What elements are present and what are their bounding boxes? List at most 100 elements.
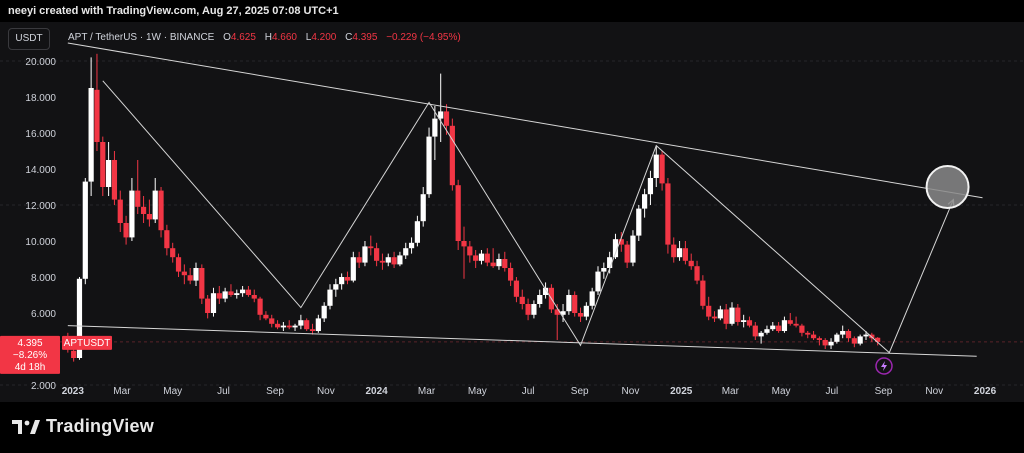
candle-body bbox=[671, 244, 677, 258]
candle-body bbox=[403, 248, 409, 256]
candle-body bbox=[624, 244, 630, 263]
x-tick-label: Nov bbox=[622, 386, 640, 397]
candle-body bbox=[321, 305, 327, 319]
attribution-bar: neeyi created with TradingView.com, Aug … bbox=[0, 0, 1024, 22]
candle-body bbox=[443, 111, 450, 126]
y-tick-label: 14.000 bbox=[25, 165, 56, 176]
candle-body bbox=[875, 337, 881, 342]
y-tick-label: 12.000 bbox=[25, 201, 56, 212]
candle-body bbox=[356, 257, 362, 263]
y-tick-label: 20.000 bbox=[25, 57, 56, 68]
candle-body bbox=[379, 260, 386, 263]
candle-body bbox=[618, 239, 624, 245]
candle-body bbox=[717, 309, 723, 319]
close-value: 4.395 bbox=[352, 32, 378, 43]
candle-body bbox=[175, 257, 182, 272]
creator-text: neeyi created with TradingView.com, Aug … bbox=[8, 5, 339, 17]
candle-body bbox=[257, 298, 263, 315]
candle-body bbox=[228, 291, 234, 295]
candle-body bbox=[723, 309, 729, 324]
x-tick-label: May bbox=[163, 386, 182, 397]
candle-body bbox=[152, 190, 158, 220]
lower-trendline bbox=[67, 325, 977, 357]
target-circle bbox=[925, 165, 970, 209]
x-tick-label: 2024 bbox=[365, 386, 388, 397]
candle-body bbox=[636, 208, 642, 236]
candle-body bbox=[135, 190, 141, 207]
x-tick-label: Jul bbox=[217, 386, 230, 397]
x-tick-label: 2025 bbox=[670, 386, 693, 397]
y-tick-label: 2.000 bbox=[31, 381, 56, 392]
brand-name: TradingView bbox=[46, 416, 154, 436]
candle-body bbox=[537, 295, 543, 304]
candle-body bbox=[187, 275, 193, 281]
candle-body bbox=[344, 277, 351, 281]
candle-body bbox=[525, 304, 531, 315]
candle-body bbox=[665, 183, 671, 245]
low-label: L bbox=[305, 32, 312, 43]
x-tick-label: Mar bbox=[113, 386, 131, 397]
candle-body bbox=[770, 325, 776, 330]
candle-body bbox=[706, 305, 712, 317]
candle-body bbox=[711, 316, 718, 319]
candle-body bbox=[117, 199, 123, 223]
candle-body bbox=[513, 280, 520, 297]
candle-body bbox=[111, 160, 118, 200]
y-tick-label: 8.000 bbox=[31, 273, 56, 284]
candle-body bbox=[199, 268, 205, 299]
candle-body bbox=[473, 255, 479, 261]
candle-body bbox=[484, 253, 490, 263]
candle-body bbox=[280, 325, 286, 328]
candle-body bbox=[397, 255, 403, 265]
candle-body bbox=[478, 253, 485, 261]
ticker-tag-box bbox=[62, 335, 112, 350]
symbol-legend: APT / TetherUS · 1W · BINANCE O4.625 H4.… bbox=[68, 32, 461, 43]
candle-body bbox=[339, 277, 345, 285]
candle-body bbox=[193, 268, 199, 281]
candle-body bbox=[577, 313, 584, 317]
currency-button[interactable]: USDT bbox=[8, 28, 50, 50]
candle-body bbox=[210, 293, 217, 313]
candle-body bbox=[432, 118, 438, 137]
x-tick-label: Sep bbox=[875, 386, 893, 397]
candle-body bbox=[309, 329, 316, 331]
candle-body bbox=[449, 125, 455, 186]
candle-body bbox=[205, 298, 211, 313]
chart-panel[interactable]: USDT APT / TetherUS · 1W · BINANCE O4.62… bbox=[0, 22, 1024, 402]
change-value: −0.229 (−4.95%) bbox=[386, 32, 461, 43]
candle-body bbox=[106, 160, 112, 187]
candle-body bbox=[857, 336, 863, 344]
candle-body bbox=[292, 325, 298, 328]
candle-body bbox=[741, 320, 747, 322]
candle-body bbox=[467, 246, 473, 256]
candle-body bbox=[676, 248, 683, 258]
candle-body bbox=[100, 142, 106, 187]
y-tick-label: 6.000 bbox=[31, 309, 56, 320]
candle-body bbox=[764, 329, 770, 333]
candle-body bbox=[362, 246, 368, 263]
open-label: O bbox=[223, 32, 231, 43]
candle-body bbox=[76, 278, 83, 358]
candle-body bbox=[158, 190, 164, 231]
candle-body bbox=[391, 257, 397, 265]
candle-body bbox=[834, 334, 840, 342]
x-tick-label: Nov bbox=[317, 386, 335, 397]
candle-body bbox=[123, 223, 129, 238]
x-tick-label: 2023 bbox=[62, 386, 85, 397]
ticker-tag-label: APTUSDT bbox=[64, 338, 111, 349]
candle-body bbox=[140, 206, 147, 214]
zigzag-path bbox=[102, 80, 954, 354]
candle-body bbox=[572, 295, 578, 313]
candle-body bbox=[82, 181, 88, 279]
candle-body bbox=[781, 320, 788, 331]
candle-body bbox=[71, 350, 77, 358]
candle-body bbox=[700, 280, 706, 306]
tradingview-logo[interactable]: TradingView bbox=[12, 416, 154, 437]
candle-body bbox=[659, 154, 665, 184]
candle-body bbox=[438, 111, 444, 119]
candle-body bbox=[776, 325, 782, 331]
x-tick-label: 2026 bbox=[974, 386, 997, 397]
price-chart[interactable]: 20.000 18.000 16.000 14.000 12.000 10.000 8.00… bbox=[0, 22, 1024, 402]
x-tick-label: May bbox=[772, 386, 791, 397]
candle-body bbox=[222, 291, 228, 299]
